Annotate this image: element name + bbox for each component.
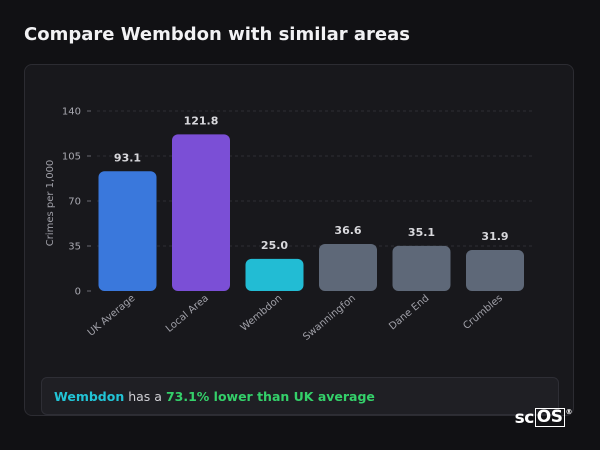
y-tick-label: 70 [68, 197, 81, 208]
page-title: Compare Wembdon with similar areas [24, 24, 410, 45]
data-label: 25.0 [261, 239, 288, 252]
data-label: 36.6 [334, 224, 361, 237]
data-label: 121.8 [184, 114, 219, 127]
summary-banner: Wembdon has a 73.1% lower than UK averag… [41, 377, 559, 415]
bar-crumbles[interactable] [466, 249, 524, 291]
data-label: 31.9 [481, 230, 508, 243]
bar-local-area[interactable] [172, 134, 230, 291]
crime-comparison-chart: 0 35 70 105 140 93.1 121.8 25.0 36.6 35.1 31.9 UK… [45, 107, 535, 343]
y-tick-label: 0 [75, 287, 81, 298]
y-tick-label: 105 [62, 152, 81, 163]
bar-wembdon[interactable] [245, 258, 304, 291]
grid-lines [97, 110, 535, 247]
bar-dane-end[interactable] [392, 245, 451, 291]
bar-swanningfon[interactable] [319, 243, 377, 291]
data-label: 35.1 [408, 226, 435, 239]
scos-logo: sc OS ® [515, 408, 572, 428]
x-axis: UK Average Local Area Wembdon Swanningfon Da… [86, 293, 505, 343]
bar-uk-average[interactable] [98, 171, 157, 291]
logo-prefix: sc [514, 408, 535, 428]
y-tick-label: 35 [68, 242, 81, 253]
bars [98, 134, 524, 291]
y-axis: 0 35 70 105 140 [62, 107, 91, 298]
summary-middle-text: has a [128, 388, 162, 404]
value-labels: 93.1 121.8 25.0 36.6 35.1 31.9 [114, 114, 509, 251]
x-tick-label: Wembdon [239, 293, 285, 334]
x-tick-label: Dane End [387, 293, 431, 333]
data-label: 93.1 [114, 151, 141, 164]
y-axis-label: Crimes per 1,000 [45, 160, 56, 247]
x-tick-label: UK Average [86, 293, 138, 339]
summary-area-name[interactable]: Wembdon [54, 388, 125, 404]
x-tick-label: Local Area [164, 293, 211, 335]
y-tick-label: 140 [62, 107, 81, 118]
summary-highlight: 73.1% lower than UK average [165, 388, 375, 404]
logo-registered-mark: ® [565, 408, 573, 416]
logo-boxed: OS [534, 407, 565, 427]
x-tick-label: Crumbles [461, 293, 505, 332]
x-tick-label: Swanningfon [301, 293, 358, 343]
chart-card: 0 35 70 105 140 93.1 121.8 25.0 36.6 35.1 31.9 UK… [24, 64, 574, 416]
